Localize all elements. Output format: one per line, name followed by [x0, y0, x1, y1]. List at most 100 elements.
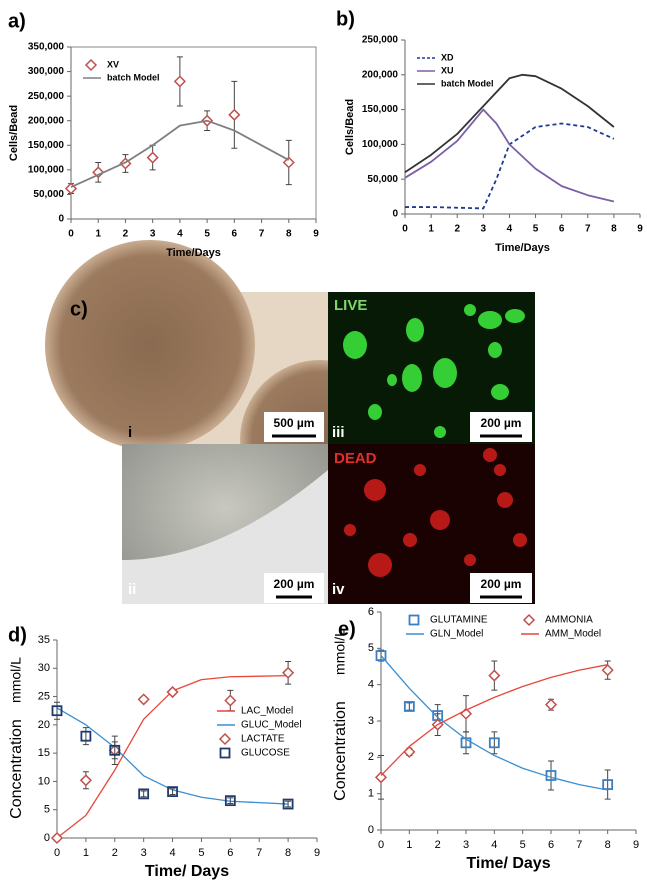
x-tick-label: 0 [68, 229, 74, 240]
marker [92, 166, 105, 179]
scale-label: 200 µm [481, 416, 522, 430]
error-bar [140, 790, 147, 798]
y-tick-label: 100,000 [362, 139, 399, 150]
y-axis-unit: mmol/L [8, 657, 24, 703]
marker [601, 664, 614, 677]
y-axis-title: Cells/Bead [344, 99, 356, 155]
panel-index: ii [128, 581, 136, 598]
marker [166, 685, 179, 699]
x-tick-label: 4 [507, 224, 513, 235]
x-tick-label: 3 [463, 839, 469, 851]
bead [45, 240, 255, 450]
y-tick-label: 2 [368, 751, 374, 763]
marker [218, 732, 232, 746]
x-tick-label: 2 [112, 847, 118, 859]
marker [138, 788, 150, 800]
marker [282, 798, 294, 810]
error-bar [227, 797, 234, 804]
y-tick-label: 5 [44, 804, 50, 816]
series-line [404, 73, 615, 173]
y-tick-label: 50,000 [367, 174, 398, 185]
x-tick-label: 1 [95, 229, 101, 240]
x-tick-label: 6 [548, 839, 554, 851]
x-tick-label: 3 [481, 224, 487, 235]
legend-label: GLN_Model [430, 629, 483, 640]
marker [79, 774, 92, 787]
legend-label: GLUC_Model [241, 720, 302, 731]
marker [488, 669, 501, 682]
legend-label: AMM_Model [545, 629, 601, 640]
x-tick-label: 4 [491, 839, 497, 851]
error-bar [548, 760, 554, 791]
y-tick-label: 3 [368, 715, 374, 727]
marker [50, 831, 64, 845]
x-tick-label: 3 [150, 229, 156, 240]
y-tick-label: 0 [368, 824, 374, 836]
panel-label: c) [70, 298, 88, 320]
marker [167, 786, 178, 798]
series-line [404, 108, 615, 203]
x-tick-label: 1 [428, 224, 434, 235]
error-bar [111, 735, 118, 765]
error-bar [169, 788, 176, 795]
legend-label: XU [441, 65, 454, 75]
x-tick-label: 1 [83, 847, 89, 859]
x-tick-label: 8 [286, 229, 292, 240]
error-bar [285, 800, 292, 808]
marker [282, 156, 295, 169]
y-tick-label: 0 [392, 209, 398, 220]
y-tick-label: 30 [38, 662, 50, 674]
marker [173, 75, 186, 88]
panel-index: iv [332, 581, 345, 598]
scale-label: 500 µm [274, 416, 315, 430]
x-tick-label: 9 [313, 229, 319, 240]
legend-label: batch Model [441, 78, 494, 88]
legend-label: AMMONIA [545, 615, 593, 626]
legend-label: GLUTAMINE [430, 615, 488, 626]
y-tick-label: 0 [58, 214, 64, 225]
x-tick-label: 9 [637, 224, 643, 235]
y-tick-label: 150,000 [28, 140, 65, 151]
y-tick-label: 200,000 [362, 69, 399, 80]
marker [374, 771, 388, 784]
x-tick-label: 2 [123, 229, 129, 240]
marker [228, 108, 241, 121]
scale-label: 200 µm [481, 577, 522, 591]
error-bar [491, 731, 498, 755]
x-tick-label: 6 [559, 224, 565, 235]
x-axis-title: Time/Days [495, 242, 550, 254]
x-tick-label: 4 [169, 847, 175, 859]
x-axis-title: Time/Days [166, 247, 221, 259]
error-bar [54, 701, 60, 720]
x-tick-label: 6 [232, 229, 238, 240]
legend-label: batch Model [107, 72, 160, 82]
x-tick-label: 5 [520, 839, 526, 851]
x-axis-title: Time/ Days [466, 855, 550, 872]
y-tick-label: 15 [38, 747, 50, 759]
marker [80, 730, 92, 742]
y-tick-label: 200,000 [28, 115, 65, 126]
panel-label: b) [336, 8, 355, 30]
x-tick-label: 0 [402, 224, 408, 235]
series-line [380, 664, 608, 776]
x-tick-label: 5 [533, 224, 539, 235]
y-tick-label: 250,000 [28, 91, 65, 102]
legend-label: GLUCOSE [241, 748, 290, 759]
y-tick-label: 25 [38, 690, 50, 702]
panel-label: a) [8, 10, 26, 32]
panel-label: d) [8, 624, 27, 646]
x-tick-label: 5 [204, 229, 210, 240]
y-axis-unit: mmol/L [332, 629, 348, 675]
y-tick-label: 4 [368, 679, 374, 691]
y-tick-label: 350,000 [28, 42, 65, 53]
y-tick-label: 35 [38, 634, 50, 646]
x-tick-label: 8 [285, 847, 291, 859]
marker [408, 614, 420, 626]
x-axis-title: Time/ Days [145, 863, 229, 880]
marker [403, 745, 416, 758]
marker [224, 795, 236, 807]
x-tick-label: 7 [259, 229, 265, 240]
panel-index: iii [332, 424, 345, 441]
series-line [70, 119, 290, 188]
x-tick-label: 7 [585, 224, 591, 235]
